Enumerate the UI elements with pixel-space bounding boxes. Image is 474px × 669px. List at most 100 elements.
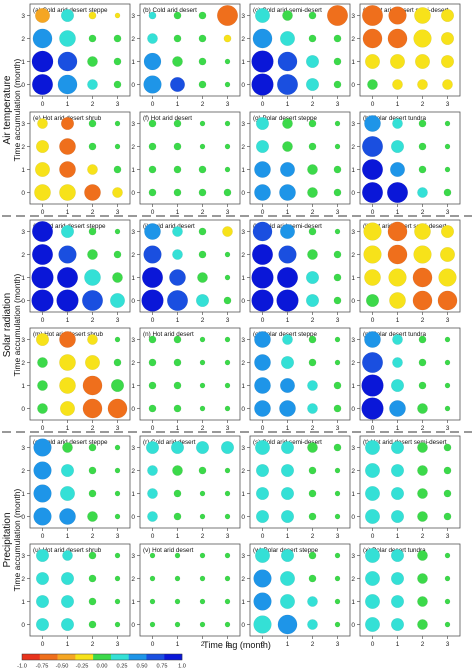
bubble-point xyxy=(255,440,270,455)
bubble-point xyxy=(306,294,319,307)
x-tick-label: 0 xyxy=(371,209,375,216)
bubble-point xyxy=(148,142,157,151)
bubble-point xyxy=(308,466,317,475)
bubble-point xyxy=(438,268,457,287)
bubble-point xyxy=(172,56,183,67)
bubble-point xyxy=(282,10,293,21)
y-tick-label: 0 xyxy=(21,82,25,89)
panel-frame xyxy=(139,327,241,421)
panel-9: (j) Cold arid desert 0 1 2 3 0 1 2 3 xyxy=(131,219,241,324)
y-tick-label: 1 xyxy=(131,275,135,282)
x-tick-label: 3 xyxy=(116,209,120,216)
colorbar-segment xyxy=(164,654,183,660)
bubble-point xyxy=(253,615,272,634)
bubble-point xyxy=(364,269,381,286)
bubble-point xyxy=(307,596,318,607)
bubble-point xyxy=(252,28,273,49)
bubble-point xyxy=(87,511,98,522)
x-tick-label: 3 xyxy=(116,317,120,324)
x-tick-label: 2 xyxy=(201,533,205,540)
bubble-point xyxy=(196,294,209,307)
bubble-point xyxy=(37,357,48,368)
bubble-point xyxy=(88,34,97,43)
bubble-point xyxy=(391,572,404,585)
bubble-point xyxy=(224,405,231,412)
bubble-point xyxy=(308,227,317,236)
bubble-point xyxy=(417,488,428,499)
x-tick-label: 0 xyxy=(371,317,375,324)
bubble-point xyxy=(87,334,98,345)
x-tick-label: 2 xyxy=(311,101,315,108)
y-tick-label: 0 xyxy=(241,406,245,413)
bubble-point xyxy=(148,358,157,367)
x-tick-label: 1 xyxy=(176,641,180,648)
bubble-point xyxy=(251,73,274,96)
bubble-point xyxy=(444,621,451,628)
bubble-point xyxy=(61,9,74,22)
bubble-point xyxy=(334,228,341,235)
x-tick-label: 3 xyxy=(446,425,450,432)
y-tick-label: 3 xyxy=(241,553,245,560)
y-tick-label: 0 xyxy=(241,514,245,521)
bubble-point xyxy=(365,440,380,455)
x-tick-label: 3 xyxy=(336,533,340,540)
bubble-point xyxy=(334,143,341,150)
bubble-point xyxy=(87,56,98,67)
y-tick-label: 3 xyxy=(131,13,135,20)
bubble-point xyxy=(198,227,207,236)
bubble-point xyxy=(224,274,231,281)
x-tick-label: 1 xyxy=(66,425,70,432)
bubble-point xyxy=(224,120,231,127)
ylabel-time-accumulation: Time accumulation (month) xyxy=(12,59,22,162)
x-tick-label: 0 xyxy=(151,209,155,216)
x-tick-label: 0 xyxy=(151,101,155,108)
bubble-point xyxy=(334,359,341,366)
bubble-point xyxy=(444,166,451,173)
x-tick-label: 1 xyxy=(396,425,400,432)
bubble-point xyxy=(224,598,231,605)
bubble-point xyxy=(251,50,274,73)
panel-frame xyxy=(139,111,241,205)
bubble-point xyxy=(172,465,183,476)
panel-frame xyxy=(29,435,131,529)
bubble-point xyxy=(418,381,427,390)
bubble-point xyxy=(308,489,317,498)
x-tick-label: 3 xyxy=(336,209,340,216)
bubble-point xyxy=(279,400,296,417)
bubble-point xyxy=(170,77,185,92)
y-tick-label: 2 xyxy=(21,144,25,151)
panel-title: (v) Hot arid desert xyxy=(143,547,194,554)
bubble-point xyxy=(114,598,121,605)
bubble-point xyxy=(277,51,298,72)
bubble-point xyxy=(174,621,181,628)
bubble-point xyxy=(390,54,405,69)
x-tick-label: 2 xyxy=(91,641,95,648)
y-tick-label: 1 xyxy=(351,383,355,390)
x-tick-label: 2 xyxy=(421,641,425,648)
bubble-point xyxy=(61,572,74,585)
bubble-point xyxy=(443,512,452,521)
x-tick-label: 2 xyxy=(201,425,205,432)
y-tick-label: 1 xyxy=(131,59,135,66)
bubble-point xyxy=(148,165,157,174)
bubble-point xyxy=(59,184,76,201)
bubble-point xyxy=(253,592,272,611)
bubble-point xyxy=(365,617,380,632)
bubble-point xyxy=(366,294,379,307)
bubble-point xyxy=(147,488,158,499)
bubble-point xyxy=(87,79,98,90)
bubble-point xyxy=(364,115,381,132)
bubble-point xyxy=(391,618,404,631)
bubble-point xyxy=(308,551,317,560)
y-tick-label: 3 xyxy=(351,121,355,128)
y-tick-label: 2 xyxy=(21,252,25,259)
bubble-point xyxy=(389,400,406,417)
bubble-point xyxy=(306,55,319,68)
bubble-point xyxy=(114,490,121,497)
bubble-point xyxy=(113,358,122,367)
bubble-point xyxy=(221,441,234,454)
y-tick-label: 0 xyxy=(21,190,25,197)
y-tick-label: 3 xyxy=(351,553,355,560)
panel-title: (p) Polar desert tundra xyxy=(363,331,426,338)
